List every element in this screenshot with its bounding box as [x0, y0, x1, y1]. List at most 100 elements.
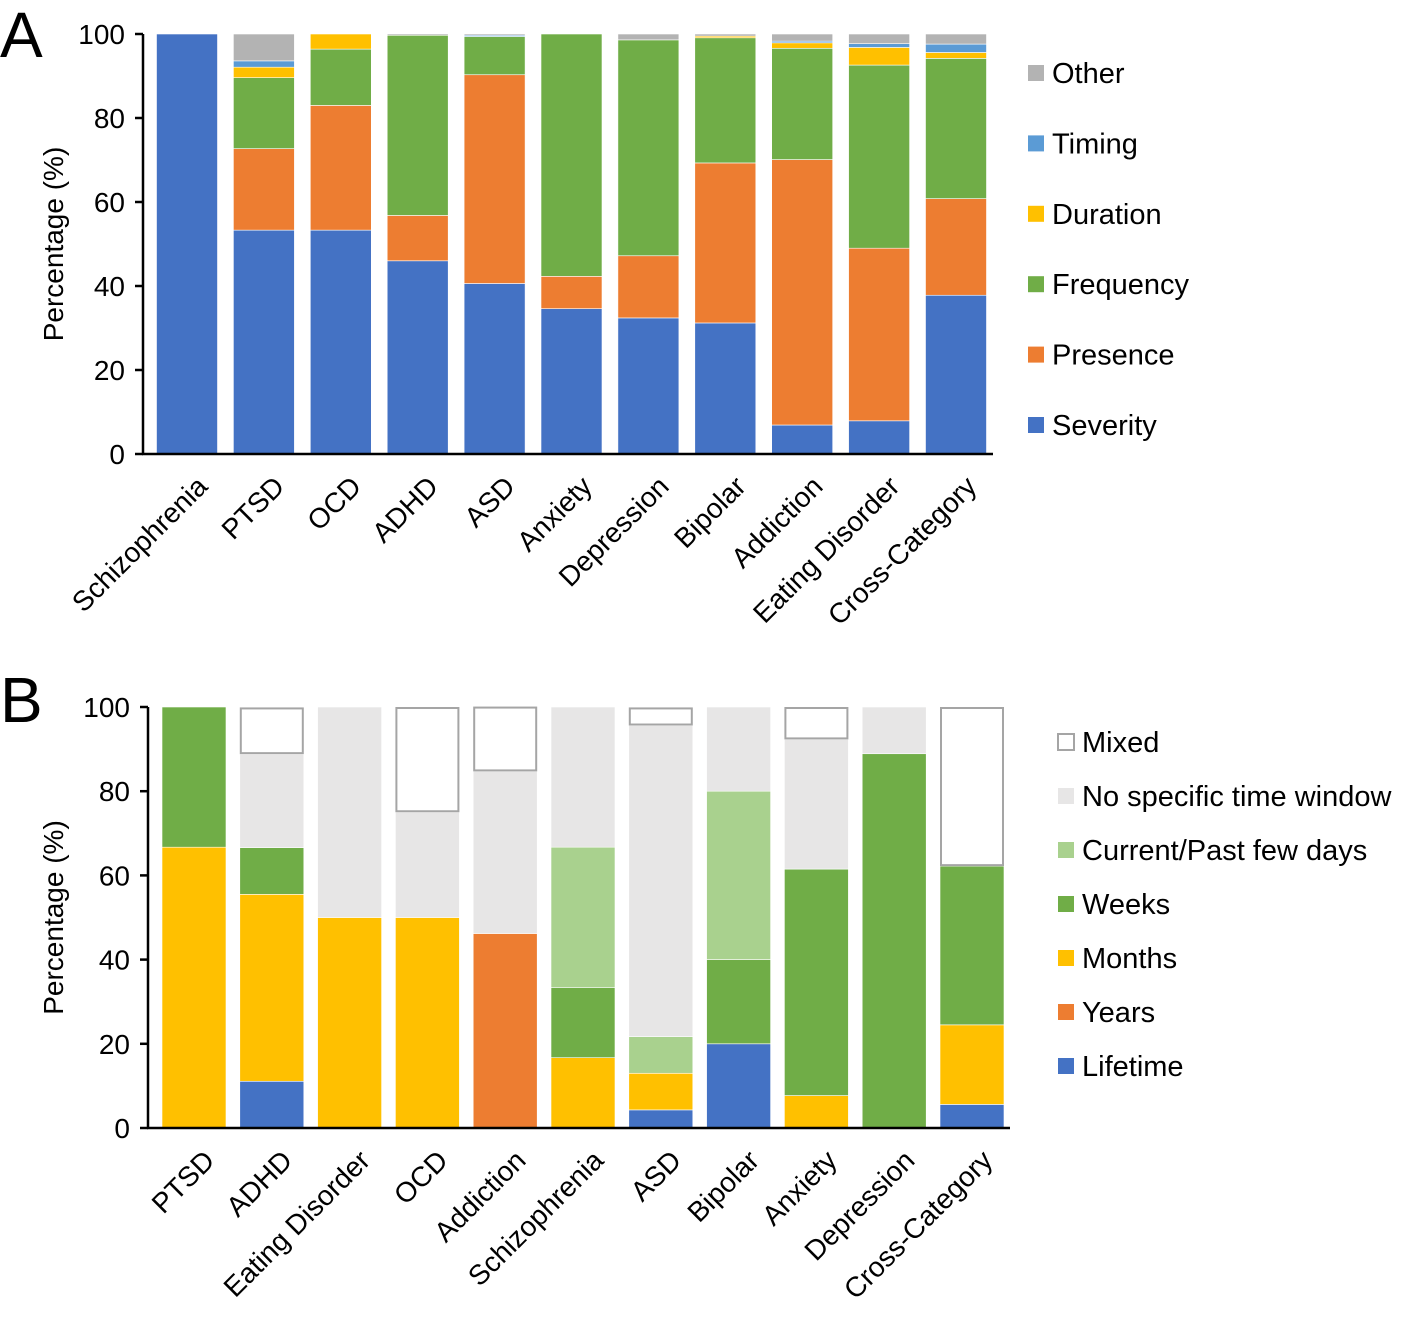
- legend-label: Mixed: [1082, 727, 1159, 759]
- bar-segment-other-bipolar: [694, 33, 757, 37]
- panel-label: A: [0, 0, 43, 71]
- bar-segment-timing-ptsd: [233, 60, 295, 68]
- y-tick-label: 20: [94, 355, 125, 386]
- bar-segment-severity-adhd: [386, 260, 449, 455]
- x-tick-label: PTSD: [216, 470, 291, 545]
- x-tick-label: Schizophrenia: [66, 470, 214, 618]
- bar-segment-current-past-few-days-schizophrenia: [550, 846, 616, 988]
- bar-segment-lifetime-cross-category: [939, 1104, 1005, 1129]
- legend-swatch-severity: [1028, 417, 1044, 433]
- bar-segment-months-anxiety: [784, 1095, 849, 1129]
- bar-segment-no-specific-time-window-anxiety: [784, 739, 849, 870]
- bar-segment-presence-cross-category: [925, 198, 987, 296]
- bar-segment-weeks-adhd: [239, 847, 305, 895]
- legend-label: Presence: [1052, 340, 1175, 372]
- bar-segment-duration-ptsd: [233, 66, 295, 78]
- bar-segment-other-eating-disorder: [848, 33, 910, 44]
- x-tick-label: Bipolar: [681, 1144, 765, 1228]
- bar-segment-mixed-cross-category: [940, 707, 1004, 867]
- bar-segment-other-asd: [463, 33, 526, 36]
- y-axis-title: Percentage (%): [38, 820, 69, 1015]
- bar-segment-years-addiction: [472, 933, 538, 1129]
- bar-segment-frequency-ptsd: [233, 77, 295, 149]
- bar-segment-weeks-cross-category: [939, 865, 1005, 1026]
- bar-segment-timing-cross-category: [925, 43, 987, 53]
- bar-segment-other-depression: [617, 33, 680, 41]
- bar-segment-lifetime-bipolar: [706, 1043, 771, 1129]
- bar-segment-frequency-depression: [617, 39, 680, 257]
- bar-segment-frequency-bipolar: [694, 37, 757, 164]
- legend-label: Months: [1082, 943, 1177, 975]
- bar-segment-no-specific-time-window-ocd: [395, 811, 460, 918]
- bar-segment-presence-adhd: [386, 215, 449, 262]
- bar-segment-severity-ocd: [309, 229, 372, 455]
- bar-segment-no-specific-time-window-asd: [628, 725, 694, 1037]
- bar-segment-mixed-anxiety: [784, 707, 849, 740]
- bar-segment-months-adhd: [239, 894, 305, 1082]
- y-tick-label: 80: [99, 776, 130, 807]
- bar-segment-no-specific-time-window-depression: [861, 706, 927, 755]
- bar-segment-months-eating-disorder: [317, 917, 382, 1129]
- bar-segment-weeks-ptsd: [161, 706, 227, 848]
- legend-swatch-other: [1028, 65, 1044, 81]
- bar-segment-no-specific-time-window-bipolar: [706, 706, 771, 792]
- legend-label: Lifetime: [1082, 1051, 1184, 1083]
- x-tick-label: PTSD: [146, 1144, 221, 1219]
- y-tick-label: 100: [83, 692, 130, 723]
- x-tick-label: OCD: [301, 470, 367, 536]
- bar-segment-mixed-addiction: [473, 706, 538, 772]
- bar-segment-presence-ocd: [309, 105, 372, 231]
- legend-swatch-weeks: [1058, 896, 1074, 912]
- legend-swatch-duration: [1028, 205, 1044, 222]
- bar-segment-no-specific-time-window-schizophrenia: [550, 706, 616, 848]
- legend-swatch-no-specific-time-window: [1058, 788, 1074, 804]
- bar-segment-severity-depression: [617, 317, 680, 455]
- legend-label: No specific time window: [1082, 781, 1392, 813]
- bar-segment-lifetime-adhd: [239, 1080, 305, 1129]
- bar-segment-frequency-eating-disorder: [848, 64, 910, 249]
- x-tick-label: ASD: [458, 470, 521, 533]
- y-axis-title: Percentage (%): [38, 147, 69, 342]
- bar-segment-weeks-anxiety: [784, 868, 849, 1096]
- bar-segment-lifetime-asd: [628, 1109, 694, 1129]
- legend-swatch-frequency: [1028, 276, 1044, 293]
- bar-segment-severity-ptsd: [233, 229, 295, 455]
- y-tick-label: 40: [94, 271, 125, 302]
- bar-segment-presence-depression: [617, 255, 680, 319]
- legend-swatch-months: [1058, 950, 1074, 966]
- bar-segment-other-addiction: [771, 33, 834, 42]
- bar-segment-current-past-few-days-bipolar: [706, 790, 771, 960]
- bar-segment-frequency-addiction: [771, 47, 834, 160]
- y-tick-label: 80: [94, 103, 125, 134]
- bar-segment-frequency-ocd: [309, 48, 372, 106]
- bar-segment-mixed-adhd: [239, 707, 304, 755]
- bar-segment-other-ptsd: [233, 33, 295, 62]
- bar-segment-presence-ptsd: [233, 148, 295, 231]
- legend-swatch-presence: [1028, 346, 1044, 363]
- bar-segment-frequency-anxiety: [540, 33, 603, 277]
- legend-swatch-current-past-few-days: [1058, 842, 1074, 858]
- bar-segment-duration-eating-disorder: [848, 47, 910, 66]
- bar-segment-frequency-adhd: [386, 34, 449, 216]
- bar-segment-mixed-ocd: [395, 707, 460, 813]
- y-tick-label: 60: [99, 860, 130, 891]
- bar-segment-presence-addiction: [771, 159, 834, 426]
- bar-segment-months-asd: [628, 1072, 694, 1111]
- x-tick-label: ADHD: [366, 470, 444, 548]
- bar-segment-duration-addiction: [771, 42, 834, 49]
- legend-swatch-years: [1058, 1004, 1074, 1020]
- legend-label: Severity: [1052, 410, 1157, 442]
- legend-label: Duration: [1052, 199, 1162, 231]
- x-tick-label: ASD: [625, 1144, 688, 1207]
- bar-segment-presence-asd: [463, 74, 526, 284]
- legend-label: Timing: [1052, 128, 1138, 160]
- legend-swatch-timing: [1028, 135, 1044, 152]
- x-tick-label: Schizophrenia: [462, 1144, 610, 1292]
- bar-segment-months-schizophrenia: [550, 1057, 616, 1129]
- bar-segment-duration-ocd: [309, 33, 372, 50]
- bar-segment-severity-cross-category: [925, 294, 987, 455]
- bar-segment-frequency-cross-category: [925, 58, 987, 199]
